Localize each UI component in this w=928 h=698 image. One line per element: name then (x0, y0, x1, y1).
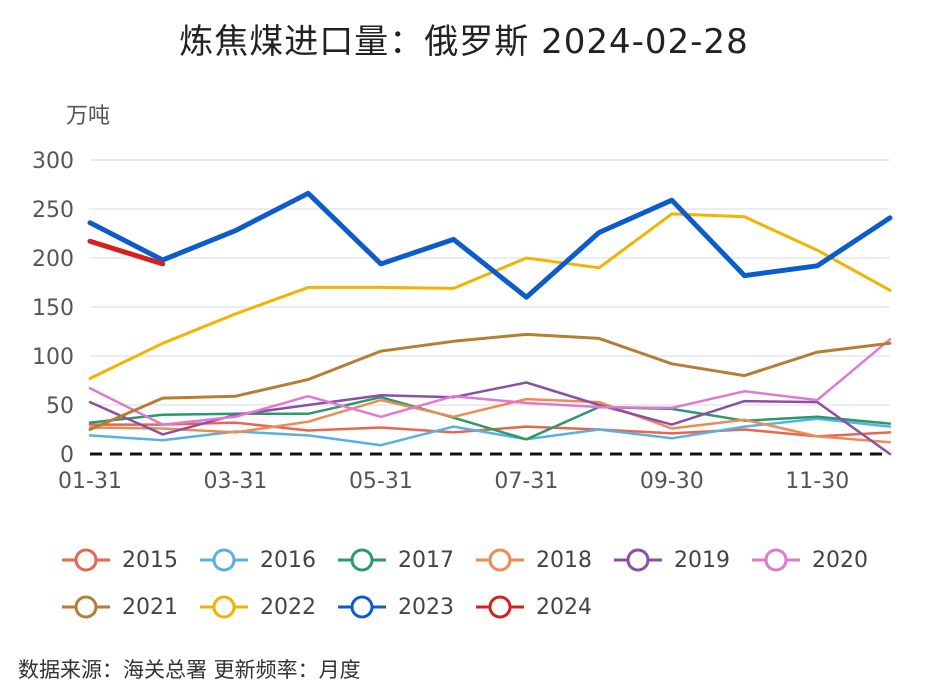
legend-marker-icon (614, 548, 662, 572)
line-chart: 万吨 0 50 100 150 200 250 300 01-31 03-31 05-31 07-… (32, 104, 893, 494)
legend-label: 2021 (122, 594, 178, 620)
legend-label: 2018 (536, 547, 592, 573)
legend-item-2018[interactable]: 2018 (474, 540, 592, 580)
series-lines (87, 190, 893, 456)
legend-label: 2024 (536, 594, 592, 620)
legend-item-2024[interactable]: 2024 (474, 587, 592, 627)
data-source-note: 数据来源：海关总署 更新频率：月度 (18, 658, 361, 682)
legend-item-2017[interactable]: 2017 (336, 540, 454, 580)
series-line-2022 (88, 212, 892, 380)
y-tick-label: 0 (60, 443, 74, 468)
y-tick-label: 50 (46, 394, 74, 419)
series-line-2023 (87, 190, 893, 300)
y-axis-ticks: 0 50 100 150 200 250 300 (32, 149, 74, 468)
legend-marker-icon (200, 548, 248, 572)
legend-label: 2023 (398, 594, 454, 620)
series-line-2017 (88, 395, 892, 441)
x-tick-label: 09-30 (640, 469, 704, 494)
x-tick-label: 03-31 (203, 469, 267, 494)
y-tick-label: 300 (32, 149, 74, 174)
x-tick-label: 11-30 (785, 469, 849, 494)
series-line-2020 (88, 338, 892, 426)
legend-marker-icon (62, 595, 110, 619)
x-tick-label: 05-31 (349, 469, 413, 494)
legend-marker-icon (338, 595, 386, 619)
legend-item-2021[interactable]: 2021 (60, 587, 178, 627)
y-tick-label: 200 (32, 247, 74, 272)
legend-marker-icon (200, 595, 248, 619)
legend-item-2022[interactable]: 2022 (198, 587, 316, 627)
legend-marker-icon (752, 548, 800, 572)
chart-title: 炼焦煤进口量：俄罗斯 2024-02-28 (179, 22, 749, 62)
y-tick-label: 150 (32, 296, 74, 321)
series-line-2021 (88, 332, 892, 431)
series-line-2024 (87, 238, 166, 267)
legend-item-2023[interactable]: 2023 (336, 587, 454, 627)
legend-marker-icon (476, 548, 524, 572)
gridlines (90, 159, 890, 406)
legend-marker-icon (476, 595, 524, 619)
legend-item-2016[interactable]: 2016 (198, 540, 316, 580)
legend-label: 2019 (674, 547, 730, 573)
x-axis-ticks: 01-31 03-31 05-31 07-31 09-30 11-30 (58, 469, 849, 494)
legend-label: 2016 (260, 547, 316, 573)
series-line-2018 (88, 397, 892, 444)
legend-marker-icon (62, 548, 110, 572)
legend-item-2015[interactable]: 2015 (60, 540, 178, 580)
legend-item-2020[interactable]: 2020 (750, 540, 868, 580)
legend-label: 2017 (398, 547, 454, 573)
y-tick-label: 100 (32, 345, 74, 370)
legend-label: 2015 (122, 547, 178, 573)
legend-label: 2020 (812, 547, 868, 573)
y-axis-label: 万吨 (66, 104, 110, 129)
legend-item-2019[interactable]: 2019 (612, 540, 730, 580)
y-tick-label: 250 (32, 198, 74, 223)
legend-marker-icon (338, 548, 386, 572)
x-tick-label: 07-31 (494, 469, 558, 494)
legend-label: 2022 (260, 594, 316, 620)
x-tick-label: 01-31 (58, 469, 122, 494)
